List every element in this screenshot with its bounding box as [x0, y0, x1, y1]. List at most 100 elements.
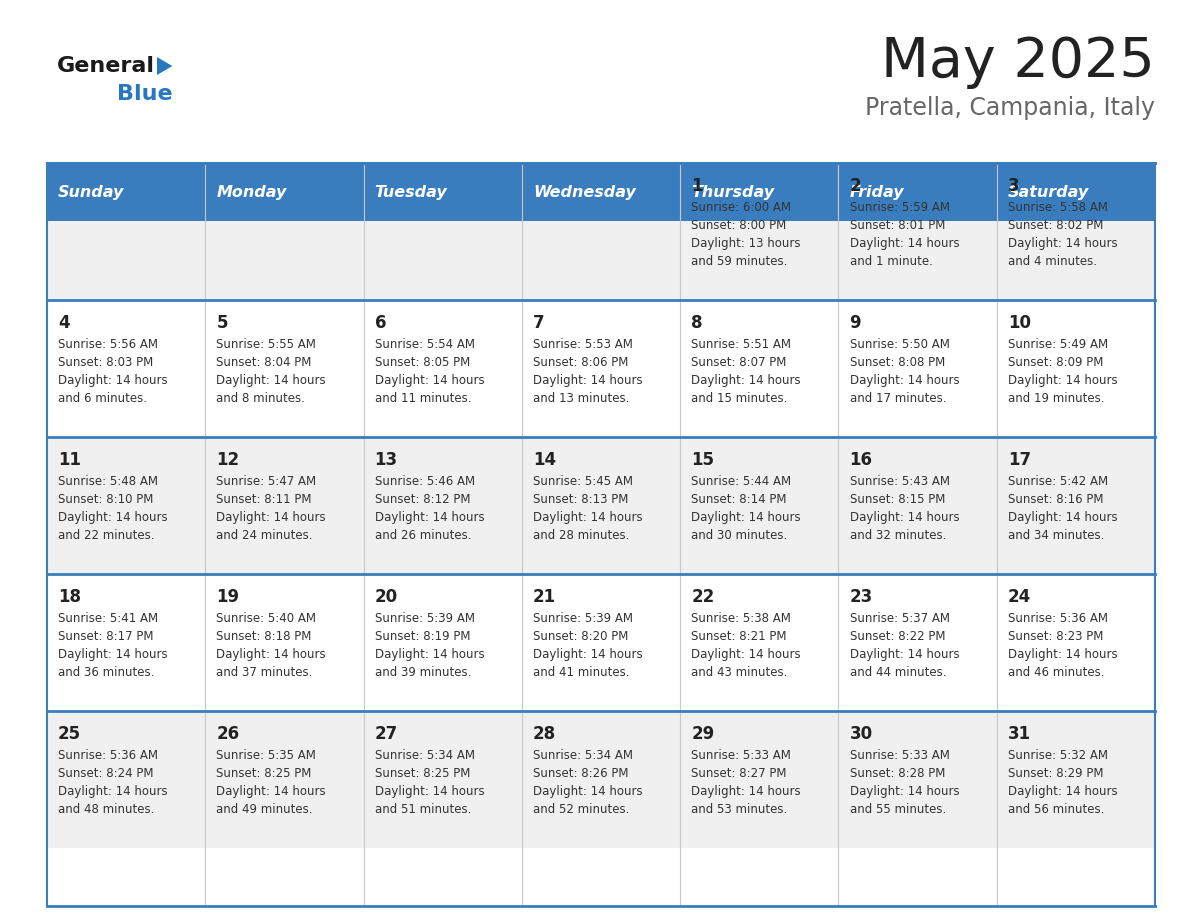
Text: Sunrise: 5:34 AM
Sunset: 8:26 PM
Daylight: 14 hours
and 52 minutes.: Sunrise: 5:34 AM Sunset: 8:26 PM Dayligh… [533, 749, 643, 816]
Text: 5: 5 [216, 314, 228, 331]
Text: 4: 4 [58, 314, 70, 331]
Text: 3: 3 [1007, 176, 1019, 195]
Text: 23: 23 [849, 588, 873, 606]
Bar [364, 163, 522, 221]
Text: Sunrise: 5:50 AM
Sunset: 8:08 PM
Daylight: 14 hours
and 17 minutes.: Sunrise: 5:50 AM Sunset: 8:08 PM Dayligh… [849, 339, 959, 406]
Bar [681, 437, 839, 574]
Bar [997, 711, 1155, 848]
Text: Sunrise: 5:53 AM
Sunset: 8:06 PM
Daylight: 14 hours
and 13 minutes.: Sunrise: 5:53 AM Sunset: 8:06 PM Dayligh… [533, 339, 643, 406]
Bar [839, 437, 997, 574]
Text: Sunrise: 5:39 AM
Sunset: 8:19 PM
Daylight: 14 hours
and 39 minutes.: Sunrise: 5:39 AM Sunset: 8:19 PM Dayligh… [374, 612, 485, 679]
Text: Sunrise: 5:37 AM
Sunset: 8:22 PM
Daylight: 14 hours
and 44 minutes.: Sunrise: 5:37 AM Sunset: 8:22 PM Dayligh… [849, 612, 959, 679]
Text: Sunrise: 6:00 AM
Sunset: 8:00 PM
Daylight: 13 hours
and 59 minutes.: Sunrise: 6:00 AM Sunset: 8:00 PM Dayligh… [691, 201, 801, 268]
Bar [206, 574, 364, 711]
Text: Sunrise: 5:34 AM
Sunset: 8:25 PM
Daylight: 14 hours
and 51 minutes.: Sunrise: 5:34 AM Sunset: 8:25 PM Dayligh… [374, 749, 485, 816]
Bar [206, 163, 364, 221]
Text: 24: 24 [1007, 588, 1031, 606]
Text: 28: 28 [533, 724, 556, 743]
Bar [48, 163, 206, 221]
Text: 25: 25 [58, 724, 81, 743]
Text: 12: 12 [216, 451, 240, 469]
Text: Sunrise: 5:58 AM
Sunset: 8:02 PM
Daylight: 14 hours
and 4 minutes.: Sunrise: 5:58 AM Sunset: 8:02 PM Dayligh… [1007, 201, 1118, 268]
Text: 17: 17 [1007, 451, 1031, 469]
Bar [681, 574, 839, 711]
Text: 19: 19 [216, 588, 240, 606]
Text: Sunrise: 5:33 AM
Sunset: 8:27 PM
Daylight: 14 hours
and 53 minutes.: Sunrise: 5:33 AM Sunset: 8:27 PM Dayligh… [691, 749, 801, 816]
Bar [206, 300, 364, 437]
Text: Sunrise: 5:55 AM
Sunset: 8:04 PM
Daylight: 14 hours
and 8 minutes.: Sunrise: 5:55 AM Sunset: 8:04 PM Dayligh… [216, 339, 326, 406]
Text: Pratella, Campania, Italy: Pratella, Campania, Italy [865, 96, 1155, 120]
Bar [206, 711, 364, 848]
Bar [522, 300, 681, 437]
Text: 18: 18 [58, 588, 81, 606]
Text: Sunrise: 5:46 AM
Sunset: 8:12 PM
Daylight: 14 hours
and 26 minutes.: Sunrise: 5:46 AM Sunset: 8:12 PM Dayligh… [374, 476, 485, 543]
Text: 13: 13 [374, 451, 398, 469]
Text: Sunrise: 5:51 AM
Sunset: 8:07 PM
Daylight: 14 hours
and 15 minutes.: Sunrise: 5:51 AM Sunset: 8:07 PM Dayligh… [691, 339, 801, 406]
Text: Sunrise: 5:36 AM
Sunset: 8:23 PM
Daylight: 14 hours
and 46 minutes.: Sunrise: 5:36 AM Sunset: 8:23 PM Dayligh… [1007, 612, 1118, 679]
Bar [997, 163, 1155, 300]
Text: 10: 10 [1007, 314, 1031, 331]
Bar [206, 163, 364, 300]
Bar [364, 437, 522, 574]
Text: 22: 22 [691, 588, 714, 606]
Bar [839, 300, 997, 437]
Bar [839, 163, 997, 300]
Text: 11: 11 [58, 451, 81, 469]
Text: Sunrise: 5:49 AM
Sunset: 8:09 PM
Daylight: 14 hours
and 19 minutes.: Sunrise: 5:49 AM Sunset: 8:09 PM Dayligh… [1007, 339, 1118, 406]
Bar [997, 574, 1155, 711]
Text: Wednesday: Wednesday [533, 185, 636, 199]
Bar [48, 437, 206, 574]
Text: 16: 16 [849, 451, 872, 469]
Text: Sunrise: 5:48 AM
Sunset: 8:10 PM
Daylight: 14 hours
and 22 minutes.: Sunrise: 5:48 AM Sunset: 8:10 PM Dayligh… [58, 476, 168, 543]
Bar [522, 437, 681, 574]
Text: 14: 14 [533, 451, 556, 469]
Text: Monday: Monday [216, 185, 286, 199]
Bar [522, 163, 681, 300]
Bar [839, 711, 997, 848]
Bar [681, 300, 839, 437]
Text: Blue: Blue [116, 84, 172, 104]
Text: May 2025: May 2025 [881, 35, 1155, 89]
Text: 31: 31 [1007, 724, 1031, 743]
Bar [839, 163, 997, 221]
Text: Sunrise: 5:44 AM
Sunset: 8:14 PM
Daylight: 14 hours
and 30 minutes.: Sunrise: 5:44 AM Sunset: 8:14 PM Dayligh… [691, 476, 801, 543]
Text: 8: 8 [691, 314, 703, 331]
Text: 2: 2 [849, 176, 861, 195]
Text: Sunrise: 5:54 AM
Sunset: 8:05 PM
Daylight: 14 hours
and 11 minutes.: Sunrise: 5:54 AM Sunset: 8:05 PM Dayligh… [374, 339, 485, 406]
Bar [48, 711, 206, 848]
Text: Saturday: Saturday [1007, 185, 1089, 199]
Text: Sunrise: 5:47 AM
Sunset: 8:11 PM
Daylight: 14 hours
and 24 minutes.: Sunrise: 5:47 AM Sunset: 8:11 PM Dayligh… [216, 476, 326, 543]
Text: 15: 15 [691, 451, 714, 469]
Text: Sunrise: 5:45 AM
Sunset: 8:13 PM
Daylight: 14 hours
and 28 minutes.: Sunrise: 5:45 AM Sunset: 8:13 PM Dayligh… [533, 476, 643, 543]
Text: Friday: Friday [849, 185, 904, 199]
Bar [364, 574, 522, 711]
Bar [997, 437, 1155, 574]
Bar [364, 300, 522, 437]
Text: Sunrise: 5:32 AM
Sunset: 8:29 PM
Daylight: 14 hours
and 56 minutes.: Sunrise: 5:32 AM Sunset: 8:29 PM Dayligh… [1007, 749, 1118, 816]
Bar [681, 163, 839, 300]
Text: 26: 26 [216, 724, 240, 743]
Text: 27: 27 [374, 724, 398, 743]
Text: 20: 20 [374, 588, 398, 606]
Text: Thursday: Thursday [691, 185, 775, 199]
Bar [522, 574, 681, 711]
Bar [681, 163, 839, 221]
Text: Sunrise: 5:35 AM
Sunset: 8:25 PM
Daylight: 14 hours
and 49 minutes.: Sunrise: 5:35 AM Sunset: 8:25 PM Dayligh… [216, 749, 326, 816]
Text: Tuesday: Tuesday [374, 185, 448, 199]
Bar [48, 163, 206, 300]
Text: Sunrise: 5:38 AM
Sunset: 8:21 PM
Daylight: 14 hours
and 43 minutes.: Sunrise: 5:38 AM Sunset: 8:21 PM Dayligh… [691, 612, 801, 679]
Bar [48, 574, 206, 711]
Text: Sunrise: 5:42 AM
Sunset: 8:16 PM
Daylight: 14 hours
and 34 minutes.: Sunrise: 5:42 AM Sunset: 8:16 PM Dayligh… [1007, 476, 1118, 543]
Bar [997, 163, 1155, 221]
Bar [206, 437, 364, 574]
Text: Sunrise: 5:56 AM
Sunset: 8:03 PM
Daylight: 14 hours
and 6 minutes.: Sunrise: 5:56 AM Sunset: 8:03 PM Dayligh… [58, 339, 168, 406]
Text: 1: 1 [691, 176, 703, 195]
Text: Sunrise: 5:39 AM
Sunset: 8:20 PM
Daylight: 14 hours
and 41 minutes.: Sunrise: 5:39 AM Sunset: 8:20 PM Dayligh… [533, 612, 643, 679]
Text: Sunrise: 5:41 AM
Sunset: 8:17 PM
Daylight: 14 hours
and 36 minutes.: Sunrise: 5:41 AM Sunset: 8:17 PM Dayligh… [58, 612, 168, 679]
Text: 6: 6 [374, 314, 386, 331]
Text: Sunday: Sunday [58, 185, 125, 199]
Bar [839, 574, 997, 711]
Polygon shape [157, 57, 172, 75]
Bar [522, 711, 681, 848]
Text: 30: 30 [849, 724, 873, 743]
